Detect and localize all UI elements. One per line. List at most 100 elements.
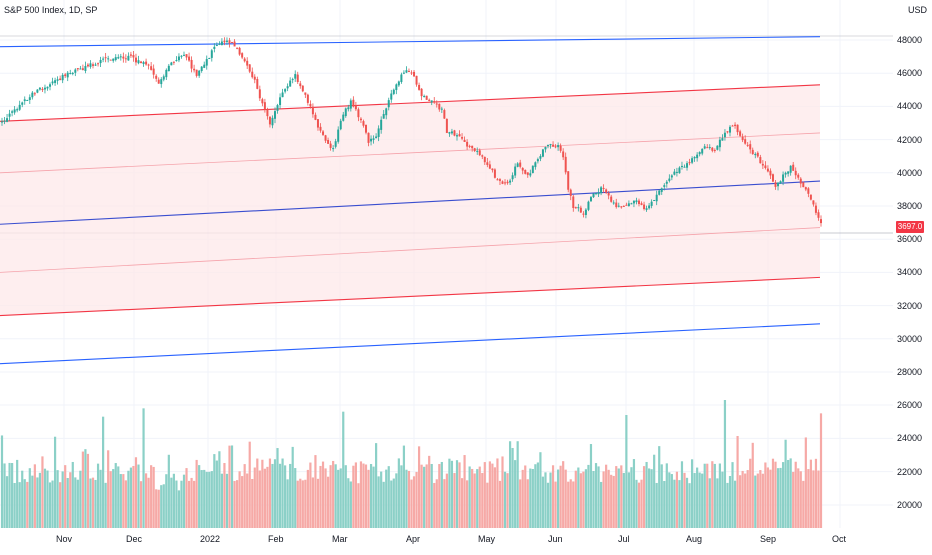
volume-bar [756, 473, 759, 528]
volume-bar [364, 464, 368, 528]
price-tick-label: 40000 [897, 167, 923, 178]
volume-bar [675, 471, 679, 528]
candle-body [557, 145, 560, 148]
volume-bar [466, 480, 469, 528]
price-tick-label: 32000 [897, 300, 923, 311]
volume-bar [668, 472, 671, 528]
volume-bar [680, 461, 684, 528]
candle-body [729, 126, 731, 133]
time-tick-label: May [478, 534, 496, 544]
candle-body [792, 164, 795, 171]
volume-bar [620, 465, 623, 528]
volume-bar [61, 471, 64, 528]
volume-bar [640, 479, 643, 528]
volume-bar [155, 489, 158, 528]
candle-body [107, 58, 110, 60]
volume-bars [0, 400, 823, 528]
volume-bar [96, 463, 100, 528]
volume-bar [208, 471, 211, 528]
regression-channel [0, 36, 821, 365]
volume-bar [152, 466, 155, 528]
volume-bar [764, 462, 767, 528]
volume-tick-label: 22000 [897, 466, 923, 477]
volume-bar [534, 464, 537, 528]
candle-body [562, 151, 565, 158]
candle-body [147, 64, 150, 66]
candle-body [665, 181, 668, 184]
candle-body [291, 79, 294, 81]
price-tick-label: 30000 [897, 333, 923, 344]
candle-body [574, 207, 577, 209]
volume-bar [519, 479, 522, 528]
candle-body [433, 101, 436, 103]
candle-body [365, 124, 367, 133]
candle-body [92, 64, 94, 66]
candle-body [347, 107, 350, 110]
volume-bar [172, 473, 175, 528]
candle-body [301, 85, 304, 92]
volume-bar [266, 466, 269, 528]
candle-body [536, 159, 539, 162]
candle-body [736, 124, 739, 133]
volume-bar [546, 482, 550, 528]
candle-body [157, 79, 160, 84]
volume-bar [804, 437, 807, 528]
volume-bar [736, 436, 739, 528]
candle-body [820, 219, 822, 224]
candle-body [809, 194, 812, 200]
volume-bar [220, 473, 224, 528]
volume-bar [516, 441, 519, 528]
candle-body [445, 118, 448, 133]
volume-bar [402, 445, 406, 528]
volume-bar [597, 466, 600, 528]
candle-body [787, 171, 790, 174]
candle-body [337, 129, 340, 142]
volume-bar [263, 468, 266, 528]
volume-bar [79, 470, 82, 528]
candle-body [392, 89, 395, 94]
candle-body [612, 202, 615, 204]
candle-body [428, 99, 431, 102]
candle-body [814, 205, 817, 213]
volume-bar [511, 447, 514, 528]
candle-body [349, 100, 352, 109]
candle-body [36, 89, 39, 93]
currency-label: USD [908, 5, 928, 15]
volume-bar [41, 456, 44, 528]
channel-fill-area [0, 84, 820, 316]
time-tick-label: Nov [56, 534, 73, 544]
candle-body [56, 79, 59, 81]
candle-body [253, 76, 256, 80]
volume-bar [716, 478, 719, 528]
volume-bar [450, 460, 454, 528]
volume-bar [127, 470, 130, 528]
volume-bar [809, 459, 812, 528]
candle-body [443, 110, 446, 119]
candle-body [402, 72, 405, 74]
volume-bar [663, 480, 666, 528]
volume-bar [122, 474, 125, 528]
candle-body [213, 46, 216, 49]
candle-body [817, 212, 820, 218]
candle-body [711, 147, 714, 151]
candle-body [200, 66, 203, 71]
candle-body [74, 69, 77, 73]
candle-body [54, 80, 57, 83]
volume-bar [218, 451, 221, 528]
candle-body [69, 73, 72, 75]
candle-body [488, 164, 491, 169]
volume-bar [817, 470, 820, 528]
volume-bar [594, 463, 598, 528]
volume-bar [321, 461, 325, 528]
volume-bar [107, 450, 110, 528]
candle-body [632, 200, 635, 204]
volume-bar [132, 465, 135, 528]
volume-bar [445, 473, 448, 528]
candle-body [587, 201, 590, 210]
volume-bar [28, 468, 31, 528]
candle-body [16, 109, 19, 111]
volume-bar [610, 474, 613, 528]
candle-body [395, 84, 398, 91]
